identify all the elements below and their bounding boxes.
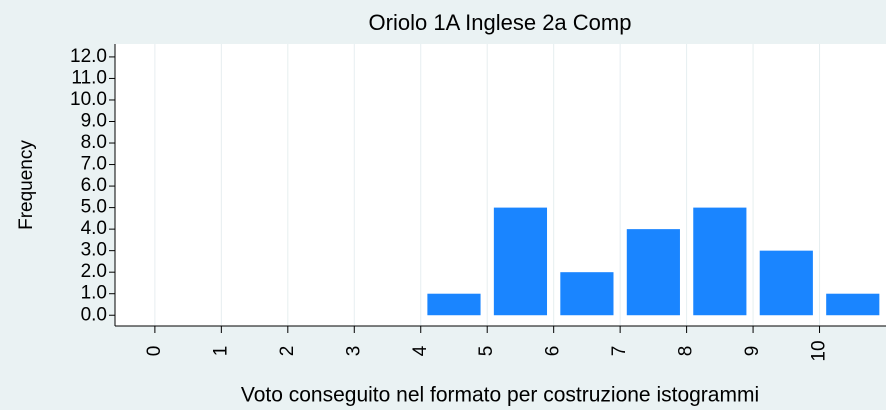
x-tick-label: 5 — [476, 346, 497, 357]
x-tick-label: 8 — [676, 346, 697, 357]
y-tick-label: 1.0 — [81, 283, 107, 304]
y-tick-label: 2.0 — [81, 261, 107, 282]
x-tick-label: 1 — [210, 346, 231, 357]
x-tick-label: 0 — [144, 346, 165, 357]
y-tick-label: 11.0 — [71, 67, 107, 88]
y-tick-label: 7.0 — [81, 154, 107, 175]
x-tick-label: 4 — [410, 345, 431, 356]
y-tick-label: 0.0 — [81, 304, 107, 325]
y-tick-label: 6.0 — [81, 175, 107, 196]
y-tick-label: 10.0 — [70, 89, 107, 110]
y-axis-label: Frequency — [16, 140, 37, 230]
bar — [626, 229, 680, 316]
y-tick-label: 8.0 — [81, 132, 107, 153]
y-tick-label: 3.0 — [81, 240, 107, 261]
bar — [560, 272, 614, 316]
bar — [493, 207, 548, 316]
x-axis-label: Voto conseguito nel formato per costruzi… — [241, 384, 759, 407]
x-tick-label: 2 — [277, 346, 298, 357]
x-tick-label: 3 — [343, 346, 364, 357]
x-tick-label: 10 — [809, 340, 830, 361]
y-tick-label: 5.0 — [81, 197, 107, 218]
y-tick-label: 12.0 — [70, 46, 107, 67]
bar — [693, 207, 747, 316]
x-tick-label: 7 — [609, 346, 630, 357]
chart-title: Oriolo 1A Inglese 2a Comp — [369, 10, 632, 35]
y-tick-label: 4.0 — [81, 218, 107, 239]
x-tick-label: 6 — [543, 346, 564, 357]
x-tick-label: 9 — [742, 346, 763, 357]
bar — [427, 293, 481, 316]
bar — [826, 293, 880, 316]
y-tick-label: 9.0 — [81, 111, 107, 132]
bar — [759, 250, 813, 316]
